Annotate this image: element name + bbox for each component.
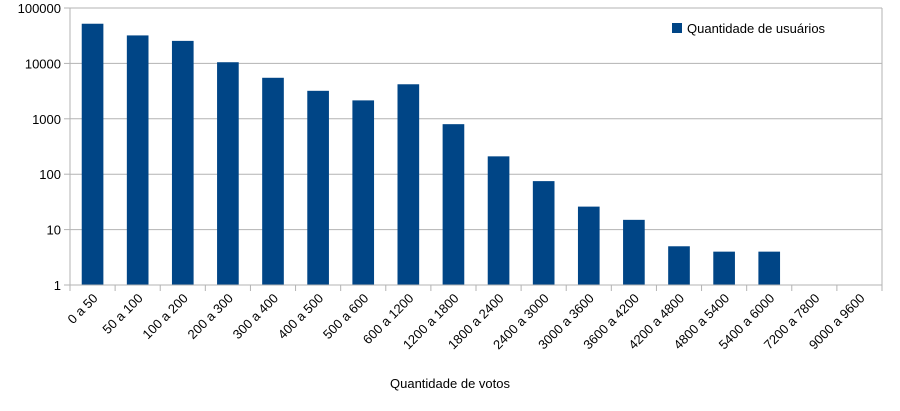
x-axis-title: Quantidade de votos [390, 376, 510, 391]
y-tick-label: 1 [54, 278, 61, 293]
y-tick-label: 100000 [18, 1, 61, 16]
x-tick-label: 50 a 100 [99, 291, 145, 337]
bar [217, 62, 239, 286]
x-tick-label: 400 a 500 [275, 291, 327, 343]
bar [126, 35, 149, 286]
x-tick-label: 300 a 400 [230, 291, 282, 343]
bars [81, 23, 781, 286]
y-tick-label: 100 [39, 167, 61, 182]
bar [352, 100, 375, 286]
y-axis-ticks: 1 10 100 1000 10000 100000 [18, 1, 61, 293]
bar [532, 181, 555, 285]
bar [623, 219, 645, 285]
legend-swatch [672, 23, 682, 33]
bar [442, 124, 465, 285]
bar [668, 246, 690, 285]
bar [397, 84, 420, 285]
bar [81, 23, 104, 285]
x-tick-label: 200 a 300 [185, 291, 237, 343]
x-tick-label: 100 a 200 [139, 291, 191, 343]
bar [713, 251, 735, 285]
legend-label: Quantidade de usuários [687, 21, 826, 36]
bar [487, 156, 510, 285]
y-tick-label: 10 [47, 223, 61, 238]
legend: Quantidade de usuários [672, 21, 826, 36]
y-tick-label: 10000 [25, 56, 61, 71]
bar [262, 77, 284, 285]
axes [64, 7, 883, 291]
x-tick-label: 0 a 50 [65, 291, 101, 327]
bar [171, 40, 194, 286]
bar [758, 251, 781, 285]
bar [307, 90, 329, 285]
y-tick-label: 1000 [32, 112, 61, 127]
bar [577, 206, 600, 285]
